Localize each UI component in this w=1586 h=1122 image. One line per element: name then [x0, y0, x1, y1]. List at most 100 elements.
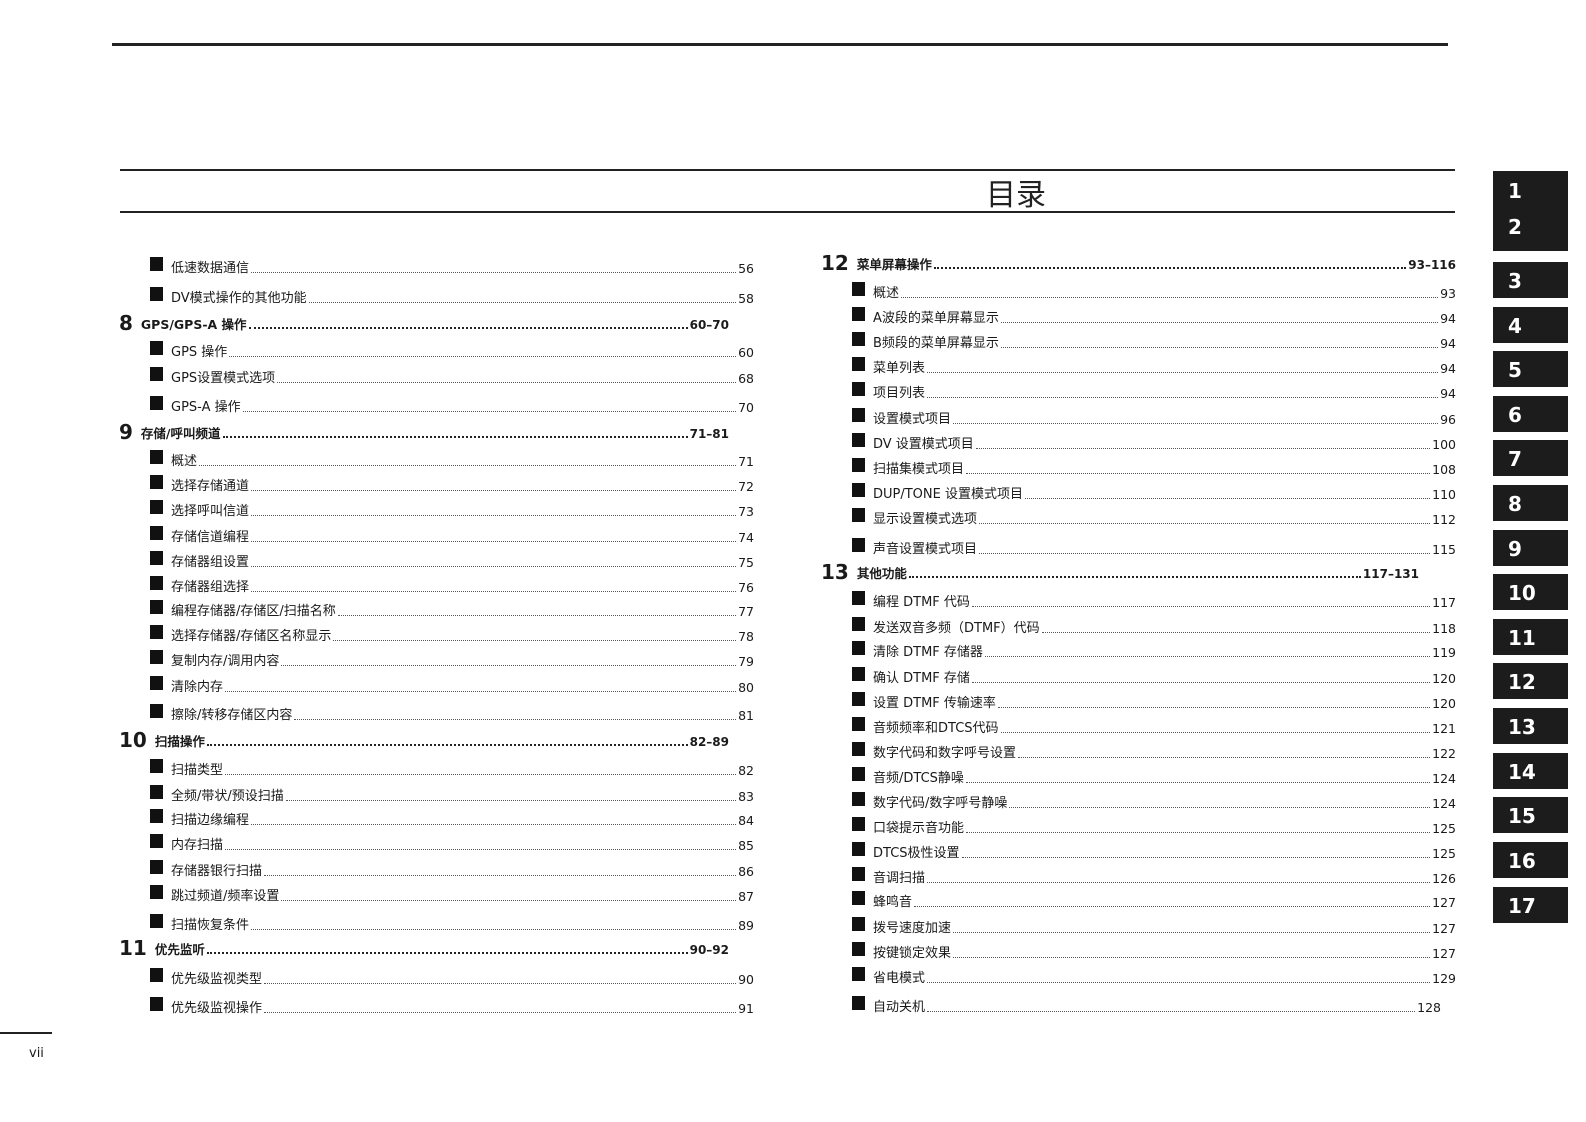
- toc-page: 74: [738, 530, 754, 545]
- toc-item[interactable]: 扫描恢复条件 89: [150, 914, 754, 934]
- toc-item[interactable]: 扫描集模式项目 108: [852, 458, 1456, 478]
- toc-item[interactable]: 拨号速度加速 127: [852, 917, 1456, 937]
- tab-label: 6: [1508, 403, 1522, 427]
- bullet-square-icon: [150, 834, 163, 848]
- dot-leader: [953, 423, 1439, 424]
- toc-item[interactable]: DV 设置模式项目 100: [852, 433, 1456, 453]
- toc-item[interactable]: A波段的菜单屏幕显示 94: [852, 307, 1456, 327]
- chapter-number: 9: [119, 420, 133, 444]
- toc-item[interactable]: 跳过频道/频率设置 87: [150, 885, 754, 905]
- toc-item[interactable]: 自动关机 128: [852, 996, 1441, 1016]
- bullet-square-icon: [852, 382, 865, 396]
- toc-label: 低速数据通信: [171, 261, 250, 276]
- toc-item[interactable]: 设置 DTMF 传输速率 120: [852, 692, 1456, 712]
- toc-item[interactable]: 按键锁定效果 127: [852, 942, 1456, 962]
- bullet-square-icon: [852, 767, 865, 781]
- chapter-tab[interactable]: 4: [1493, 307, 1568, 343]
- chapter-tab[interactable]: 7: [1493, 440, 1568, 476]
- dot-leader: [971, 606, 1431, 607]
- footer-rule: [0, 1032, 52, 1034]
- toc-item[interactable]: 优先级监视类型 90: [150, 968, 754, 988]
- chapter-tab[interactable]: 14: [1493, 753, 1568, 789]
- chapter-tab[interactable]: 6: [1493, 396, 1568, 432]
- toc-chapter[interactable]: 11 优先监听 90–92: [119, 938, 729, 958]
- chapter-tab[interactable]: 17: [1493, 887, 1568, 923]
- toc-item[interactable]: 复制内存/调用内容 79: [150, 650, 754, 670]
- toc-item[interactable]: 省电模式 129: [852, 967, 1456, 987]
- chapter-tab[interactable]: 5: [1493, 351, 1568, 387]
- toc-item[interactable]: 存储器组选择 76: [150, 576, 754, 596]
- toc-label: 编程存储器/存储区/扫描名称: [171, 604, 336, 619]
- toc-item[interactable]: 优先级监视操作 91: [150, 997, 754, 1017]
- chapter-tab[interactable]: 9: [1493, 530, 1568, 566]
- chapter-tab[interactable]: 10: [1493, 574, 1568, 610]
- dot-leader: [1000, 732, 1431, 733]
- toc-item[interactable]: DUP/TONE 设置模式项目 110: [852, 483, 1456, 503]
- toc-item[interactable]: GPS 操作 60: [150, 341, 754, 361]
- toc-item[interactable]: 存储器银行扫描 86: [150, 860, 754, 880]
- toc-chapter[interactable]: 10 扫描操作 82–89: [119, 730, 729, 750]
- chapter-tab[interactable]: 13: [1493, 708, 1568, 744]
- toc-item[interactable]: DV模式操作的其他功能 58: [150, 287, 754, 307]
- toc-label: DV 设置模式项目: [873, 437, 974, 452]
- toc-chapter[interactable]: 12 菜单屏幕操作 93–116: [821, 253, 1456, 273]
- toc-item[interactable]: 选择存储器/存储区名称显示 78: [150, 625, 754, 645]
- toc-item[interactable]: 编程存储器/存储区/扫描名称 77: [150, 600, 754, 620]
- toc-page: 96: [1440, 412, 1456, 427]
- toc-page: 60: [738, 345, 754, 360]
- toc-item[interactable]: 菜单列表 94: [852, 357, 1456, 377]
- toc-item[interactable]: 存储信道编程 74: [150, 526, 754, 546]
- toc-item[interactable]: 口袋提示音功能 125: [852, 817, 1456, 837]
- toc-item[interactable]: 擦除/转移存储区内容 81: [150, 704, 754, 724]
- toc-item[interactable]: 内存扫描 85: [150, 834, 754, 854]
- toc-chapter[interactable]: 8 GPS/GPS-A 操作 60–70: [119, 313, 729, 333]
- toc-item[interactable]: 音频/DTCS静噪 124: [852, 767, 1456, 787]
- chapter-tab[interactable]: 11: [1493, 619, 1568, 655]
- tab-label: 7: [1508, 447, 1522, 471]
- toc-item[interactable]: 概述 71: [150, 450, 754, 470]
- toc-item[interactable]: 数字代码和数字呼号设置 122: [852, 742, 1456, 762]
- bullet-square-icon: [852, 307, 865, 321]
- toc-page: 119: [1432, 645, 1456, 660]
- toc-item[interactable]: 编程 DTMF 代码 117: [852, 591, 1456, 611]
- toc-item[interactable]: 项目列表 94: [852, 382, 1456, 402]
- toc-page: 125: [1432, 846, 1456, 861]
- toc-item[interactable]: 清除内存 80: [150, 676, 754, 696]
- toc-item[interactable]: 音调扫描 126: [852, 867, 1456, 887]
- toc-item[interactable]: 确认 DTMF 存储 120: [852, 667, 1456, 687]
- toc-item[interactable]: GPS-A 操作 70: [150, 396, 754, 416]
- toc-item[interactable]: 全频/带状/预设扫描 83: [150, 785, 754, 805]
- toc-item[interactable]: DTCS极性设置 125: [852, 842, 1456, 862]
- toc-item[interactable]: 设置模式项目 96: [852, 408, 1456, 428]
- toc-chapter[interactable]: 9 存储/呼叫频道 71–81: [119, 422, 729, 442]
- chapter-tab[interactable]: 15: [1493, 797, 1568, 833]
- toc-item[interactable]: 扫描边缘编程 84: [150, 809, 754, 829]
- toc-item[interactable]: 蜂鸣音 127: [852, 891, 1456, 911]
- toc-item[interactable]: 扫描类型 82: [150, 759, 754, 779]
- toc-item[interactable]: 选择呼叫信道 73: [150, 500, 754, 520]
- toc-item[interactable]: GPS设置模式选项 68: [150, 367, 754, 387]
- toc-chapter[interactable]: 13 其他功能 117–131: [821, 562, 1419, 582]
- toc-item[interactable]: 存储器组设置 75: [150, 551, 754, 571]
- chapter-tab[interactable]: 16: [1493, 842, 1568, 878]
- toc-item[interactable]: 声音设置模式项目 115: [852, 538, 1456, 558]
- chapter-tab[interactable]: 3: [1493, 262, 1568, 298]
- toc-item[interactable]: 音频频率和DTCS代码 121: [852, 717, 1456, 737]
- toc-item[interactable]: 概述 93: [852, 282, 1456, 302]
- tab-label: 3: [1508, 269, 1522, 293]
- toc-item[interactable]: 清除 DTMF 存储器 119: [852, 641, 1456, 661]
- chapter-tab[interactable]: 12: [1493, 663, 1568, 699]
- toc-item[interactable]: 显示设置模式选项 112: [852, 508, 1456, 528]
- toc-item[interactable]: B频段的菜单屏幕显示 94: [852, 332, 1456, 352]
- bullet-square-icon: [150, 809, 163, 823]
- toc-item[interactable]: 低速数据通信 56: [150, 257, 754, 277]
- toc-page: 118: [1432, 621, 1456, 636]
- toc-item[interactable]: 选择存储通道 72: [150, 475, 754, 495]
- toc-page: 127: [1432, 946, 1456, 961]
- toc-item[interactable]: 数字代码/数字呼号静噪 124: [852, 792, 1456, 812]
- bullet-square-icon: [852, 357, 865, 371]
- bullet-square-icon: [150, 287, 163, 301]
- toc-item[interactable]: 发送双音多频（DTMF）代码 118: [852, 617, 1456, 637]
- chapter-tab[interactable]: 8: [1493, 485, 1568, 521]
